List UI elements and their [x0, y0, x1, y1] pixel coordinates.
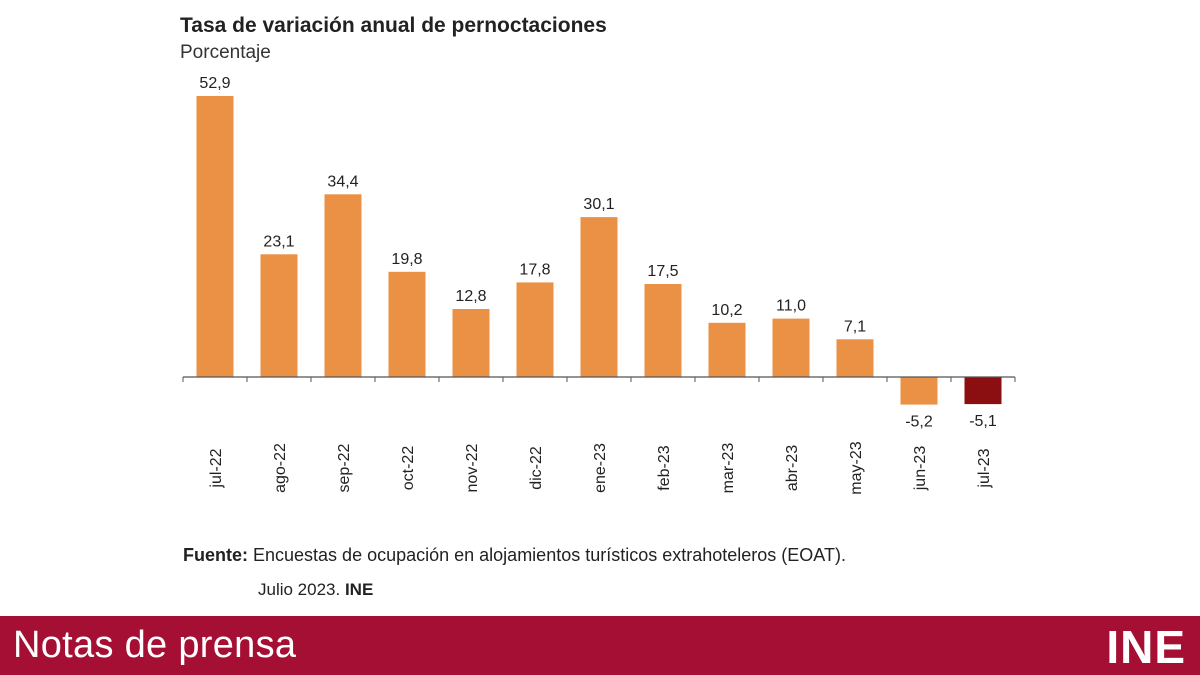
bar-jul-23	[964, 377, 1002, 405]
bar-mar-23	[708, 322, 746, 377]
x-tick-jun-23: jun-23	[912, 446, 929, 492]
data-label-mar-23: 10,2	[711, 302, 742, 319]
data-label-may-23: 7,1	[844, 318, 866, 335]
x-tick-ene-23: ene-23	[592, 443, 609, 493]
footer-banner: Notas de prensa INE	[0, 616, 1200, 675]
source-date: Julio 2023.	[258, 580, 345, 599]
source-note: Fuente: Encuestas de ocupación en alojam…	[183, 545, 846, 566]
x-tick-ago-22: ago-22	[272, 443, 289, 493]
bar-ago-22	[260, 254, 298, 377]
bar-abr-23	[772, 318, 810, 377]
data-label-jul-22: 52,9	[199, 75, 230, 92]
data-label-jul-23: -5,1	[969, 413, 997, 430]
footer-title: Notas de prensa	[13, 624, 297, 666]
data-label-ago-22: 23,1	[263, 233, 294, 250]
source-label: Fuente:	[183, 545, 248, 565]
x-tick-dic-22: dic-22	[528, 446, 545, 490]
data-label-feb-23: 17,5	[647, 263, 678, 280]
source-text: Encuestas de ocupación en alojamientos t…	[248, 545, 846, 565]
x-tick-jul-23: jul-23	[976, 448, 993, 488]
x-tick-mar-23: mar-23	[720, 443, 737, 494]
bar-jul-22	[196, 96, 234, 377]
x-tick-abr-23: abr-23	[784, 445, 801, 491]
bar-ene-23	[580, 217, 618, 377]
ine-logo-text: INE	[1106, 621, 1186, 673]
data-label-nov-22: 12,8	[455, 288, 486, 305]
bar-sep-22	[324, 194, 362, 377]
bar-oct-22	[388, 271, 426, 377]
data-label-jun-23: -5,2	[905, 414, 933, 431]
x-tick-oct-22: oct-22	[400, 446, 417, 491]
bar-feb-23	[644, 284, 682, 377]
data-label-abr-23: 11,0	[776, 298, 806, 315]
data-label-ene-23: 30,1	[583, 196, 614, 213]
chart-title: Tasa de variación anual de pernoctacione…	[180, 14, 607, 37]
ine-logo: INE	[1106, 620, 1186, 670]
data-label-dic-22: 17,8	[519, 261, 550, 278]
x-tick-feb-23: feb-23	[656, 445, 673, 490]
bar-may-23	[836, 339, 874, 377]
x-tick-sep-22: sep-22	[336, 443, 353, 492]
bar-nov-22	[452, 309, 490, 377]
source-org: INE	[344, 580, 374, 599]
data-label-oct-22: 19,8	[391, 251, 422, 268]
x-tick-nov-22: nov-22	[464, 443, 481, 492]
bar-chart: 52,9 jul-22 23,1 ago-22 34,4 sep-22 19,8 oct-22…	[182, 75, 1016, 495]
source-date-line: Julio 2023. INE	[258, 580, 373, 600]
data-label-sep-22: 34,4	[327, 173, 358, 190]
bar-jun-23	[900, 377, 938, 405]
x-tick-jul-22: jul-22	[208, 448, 225, 488]
chart-subtitle: Porcentaje	[180, 42, 271, 63]
x-tick-may-23: may-23	[848, 441, 865, 494]
bar-dic-22	[516, 282, 554, 377]
